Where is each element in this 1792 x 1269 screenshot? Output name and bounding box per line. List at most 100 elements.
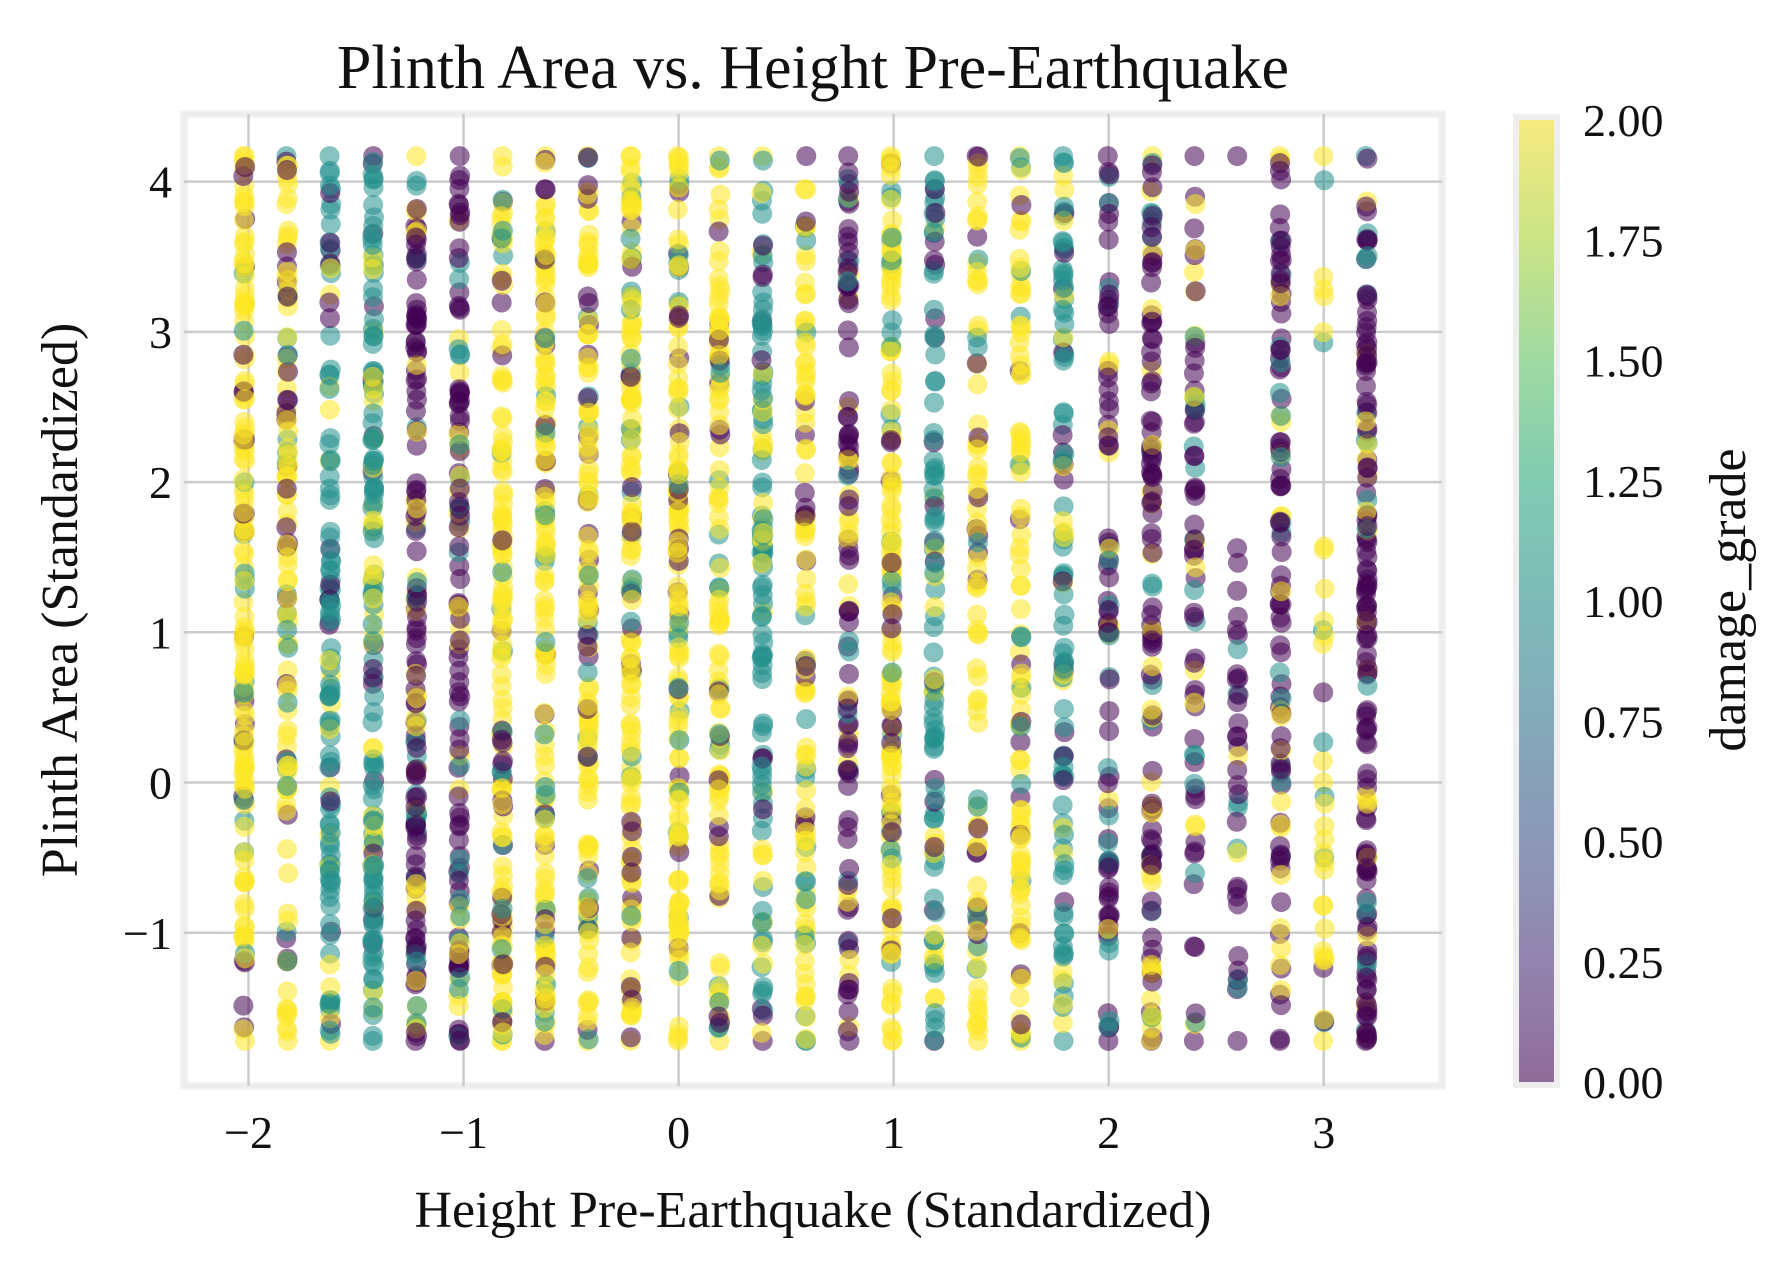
scatter-point	[1270, 814, 1291, 835]
scatter-point	[881, 1018, 902, 1039]
scatter-point	[621, 589, 642, 610]
scatter-point	[839, 601, 860, 622]
scatter-point	[621, 539, 642, 560]
scatter-point	[837, 465, 858, 486]
scatter-point	[1011, 433, 1032, 454]
scatter-point	[233, 995, 254, 1016]
scatter-point	[1011, 663, 1032, 684]
scatter-point	[752, 624, 773, 645]
scatter-point	[1313, 146, 1334, 167]
scatter-point	[1141, 1030, 1162, 1051]
scatter-point	[276, 160, 297, 181]
scatter-point	[319, 308, 340, 329]
scatter-point	[967, 439, 988, 460]
scatter-point	[923, 738, 944, 759]
scatter-point	[320, 591, 341, 612]
scatter-point	[534, 809, 555, 830]
scatter-point	[577, 746, 598, 767]
colorbar-tick-label: 0.75	[1583, 696, 1664, 747]
scatter-point	[752, 472, 773, 493]
scatter-point	[710, 376, 731, 397]
scatter-point	[1312, 941, 1333, 962]
scatter-point	[1357, 457, 1378, 478]
scatter-point	[880, 432, 901, 453]
scatter-point	[1271, 526, 1292, 547]
scatter-point	[796, 780, 817, 801]
scatter-point	[320, 751, 341, 772]
y-tick-label: 4	[149, 157, 172, 208]
scatter-point	[535, 776, 556, 797]
scatter-point	[796, 709, 817, 730]
scatter-point	[577, 636, 598, 657]
scatter-point	[1142, 311, 1163, 332]
scatter-point	[277, 775, 298, 796]
scatter-point	[1142, 760, 1163, 781]
scatter-point	[234, 732, 255, 753]
y-tick-label: 0	[149, 758, 172, 809]
scatter-point	[1010, 807, 1031, 828]
scatter-point	[1270, 738, 1291, 759]
scatter-point	[1227, 606, 1248, 627]
scatter-point	[278, 756, 299, 777]
scatter-point	[839, 641, 860, 662]
scatter-point	[923, 430, 944, 451]
scatter-point	[622, 846, 643, 867]
scatter-point	[578, 789, 599, 810]
scatter-point	[621, 477, 642, 498]
scatter-point	[364, 478, 385, 499]
scatter-point	[233, 623, 254, 644]
scatter-point	[752, 799, 773, 820]
scatter-point	[234, 893, 255, 914]
scatter-point	[1184, 480, 1205, 501]
scatter-point	[233, 1019, 254, 1040]
scatter-point	[621, 429, 642, 450]
scatter-point	[668, 177, 689, 198]
scatter-point	[924, 924, 945, 945]
scatter-point	[1053, 946, 1074, 967]
scatter-point	[277, 619, 298, 640]
scatter-point	[1053, 350, 1074, 371]
scatter-point	[277, 1021, 298, 1042]
scatter-point	[449, 205, 470, 226]
scatter-point	[1228, 784, 1249, 805]
scatter-point	[362, 712, 383, 733]
scatter-point	[492, 461, 513, 482]
scatter-point	[234, 850, 255, 871]
scatter-point	[1355, 579, 1376, 600]
scatter-point	[449, 849, 470, 870]
scatter-point	[923, 707, 944, 728]
scatter-point	[364, 528, 385, 549]
scatter-point	[882, 716, 903, 737]
scatter-point	[1011, 773, 1032, 794]
scatter-point	[881, 641, 902, 662]
scatter-point	[620, 942, 641, 963]
scatter-point	[881, 662, 902, 683]
scatter-point	[1269, 382, 1290, 403]
scatter-point	[751, 553, 772, 574]
scatter-point	[794, 934, 815, 955]
scatter-point	[881, 552, 902, 573]
scatter-point	[405, 370, 426, 391]
scatter-point	[795, 798, 816, 819]
scatter-point	[276, 1006, 297, 1027]
scatter-point	[233, 469, 254, 490]
scatter-point	[1355, 808, 1376, 829]
scatter-point	[839, 545, 860, 566]
scatter-point	[1141, 328, 1162, 349]
scatter-point	[277, 604, 298, 625]
scatter-point	[1141, 162, 1162, 183]
scatter-point	[278, 863, 299, 884]
scatter-point	[1270, 836, 1291, 857]
scatter-point	[276, 839, 297, 860]
scatter-point	[668, 677, 689, 698]
scatter-point	[621, 388, 642, 409]
scatter-point	[233, 209, 254, 230]
scatter-point	[449, 630, 470, 651]
scatter-point	[1269, 250, 1290, 271]
scatter-point	[535, 220, 556, 241]
scatter-point	[406, 498, 427, 519]
scatter-point	[752, 437, 773, 458]
scatter-point	[363, 325, 384, 346]
scatter-point	[405, 248, 426, 269]
scatter-point	[1270, 236, 1291, 257]
